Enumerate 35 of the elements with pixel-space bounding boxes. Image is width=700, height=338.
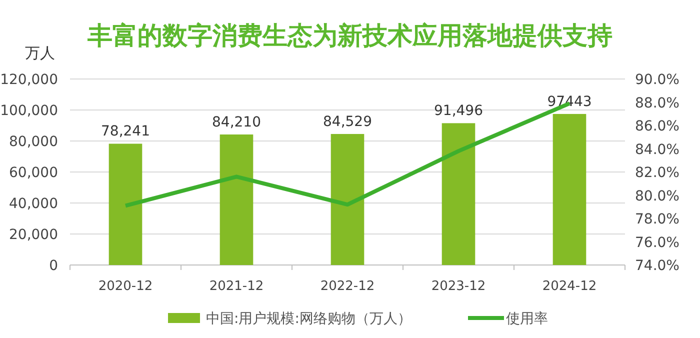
data-label: 78,241 [101, 124, 150, 140]
y-tick-label: 40,000 [9, 196, 58, 212]
y-axis-title: 万人 [25, 44, 55, 62]
legend-label: 中国:用户规模:网络购物（万人） [206, 311, 412, 327]
y-tick-label: 120,000 [0, 72, 58, 88]
y2-tick-label: 76.0% [635, 234, 680, 251]
y2-tick-label: 86.0% [635, 118, 680, 134]
y-tick-label: 80,000 [9, 134, 58, 150]
bar [220, 134, 254, 265]
y-tick-label: 0 [49, 258, 58, 274]
bar [108, 144, 142, 265]
data-label: 97443 [547, 94, 592, 110]
bar [442, 123, 476, 265]
y2-tick-label: 82.0% [635, 165, 680, 181]
x-tick-label: 2021-12 [209, 279, 264, 294]
y2-tick-label: 84.0% [635, 142, 680, 158]
data-label: 84,529 [323, 114, 372, 130]
legend-label: 使用率 [506, 311, 548, 327]
y2-tick-label: 90.0% [635, 72, 680, 88]
data-label: 91,496 [434, 103, 484, 120]
y2-tick-label: 78.0% [635, 212, 680, 228]
y-tick-label: 100,000 [0, 103, 58, 119]
bar [330, 134, 364, 265]
chart-title: 丰富的数字消费生态为新技术应用落地提供支持 [86, 21, 612, 50]
x-tick-label: 2023-12 [431, 279, 486, 294]
y2-tick-label: 80.0% [635, 188, 680, 204]
y-tick-label: 60,000 [9, 165, 58, 181]
bar [552, 114, 586, 265]
data-label: 84,210 [212, 114, 261, 130]
x-tick-label: 2020-12 [98, 279, 153, 294]
y2-tick-label: 88.0% [635, 95, 680, 112]
x-tick-label: 2022-12 [320, 279, 375, 294]
y2-tick-label: 74.0% [635, 258, 680, 274]
x-tick-label: 2024-12 [542, 279, 597, 294]
y-tick-label: 20,000 [9, 227, 58, 243]
